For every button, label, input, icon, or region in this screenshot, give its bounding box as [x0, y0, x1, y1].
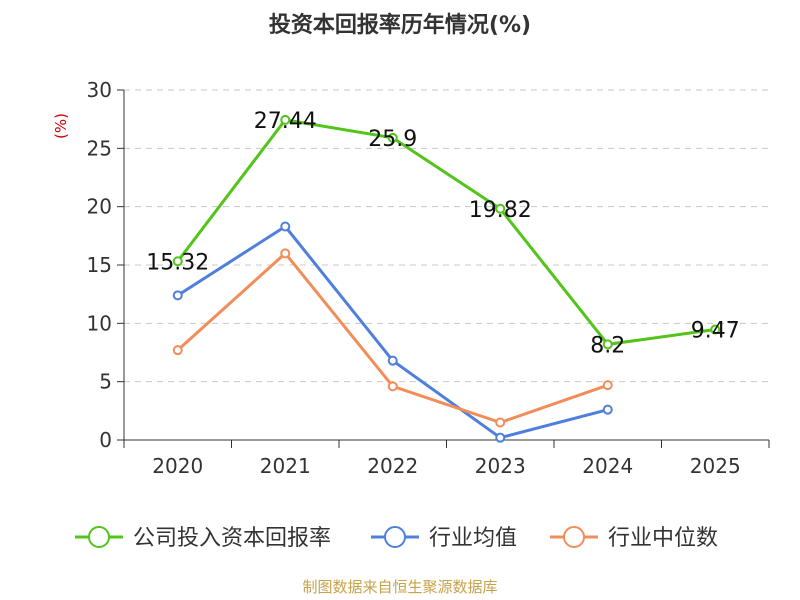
y-tick-label: 5 [99, 370, 112, 394]
y-tick-label: 10 [87, 311, 112, 335]
data-point [172, 290, 183, 301]
data-label: 25.9 [368, 127, 417, 152]
data-point [602, 339, 613, 350]
y-tick-label: 0 [99, 428, 112, 452]
legend-marker [563, 526, 585, 548]
data-point [172, 256, 183, 267]
legend-label: 公司投入资本回报率 [133, 526, 331, 551]
x-tick-label: 2024 [582, 454, 633, 478]
data-point [387, 132, 398, 143]
data-point [172, 345, 183, 356]
y-tick-label: 30 [87, 78, 112, 102]
legend-marker [88, 526, 110, 548]
x-tick-label: 2023 [475, 454, 526, 478]
legend[interactable]: 公司投入资本回报率 行业均值 行业中位数 [75, 526, 718, 551]
x-tick-label: 2021 [260, 454, 311, 478]
legend-item[interactable]: 公司投入资本回报率 [75, 526, 331, 551]
data-point [280, 114, 291, 125]
data-label: 15.32 [146, 250, 209, 275]
data-label: 27.44 [254, 109, 317, 134]
data-point [387, 381, 398, 392]
y-tick-label: 20 [87, 195, 112, 219]
y-tick-label: 25 [87, 136, 112, 160]
legend-label: 行业均值 [429, 526, 517, 551]
series-line-0 [176, 118, 716, 346]
y-axis-unit: (%) [52, 113, 70, 139]
data-point [495, 417, 506, 428]
legend-item[interactable]: 行业均值 [371, 526, 517, 551]
data-point [280, 221, 291, 232]
y-tick-label: 15 [87, 253, 112, 277]
data-point [495, 203, 506, 214]
data-label: 8.2 [590, 333, 625, 358]
legend-item[interactable]: 行业中位数 [550, 526, 718, 551]
legend-marker [384, 526, 406, 548]
data-label: 9.47 [691, 319, 740, 344]
legend-label: 行业中位数 [608, 526, 718, 551]
series-layer [172, 114, 721, 443]
data-point [495, 432, 506, 443]
data-point [280, 248, 291, 259]
x-tick-label: 2025 [690, 454, 741, 478]
x-tick-label: 2022 [367, 454, 418, 478]
data-point [387, 355, 398, 366]
chart-title: 投资本回报率历年情况(%) [269, 12, 531, 38]
data-labels: 15.32 27.44 25.9 19.82 8.2 9.47 [146, 109, 739, 358]
series-line-2 [176, 251, 609, 424]
source-note: 制图数据来自恒生聚源数据库 [302, 578, 497, 596]
data-point [710, 324, 721, 335]
data-label: 19.82 [469, 198, 532, 223]
data-point [602, 404, 613, 415]
x-tick-label: 2020 [152, 454, 203, 478]
data-point [602, 380, 613, 391]
grid-lines [124, 89, 769, 383]
